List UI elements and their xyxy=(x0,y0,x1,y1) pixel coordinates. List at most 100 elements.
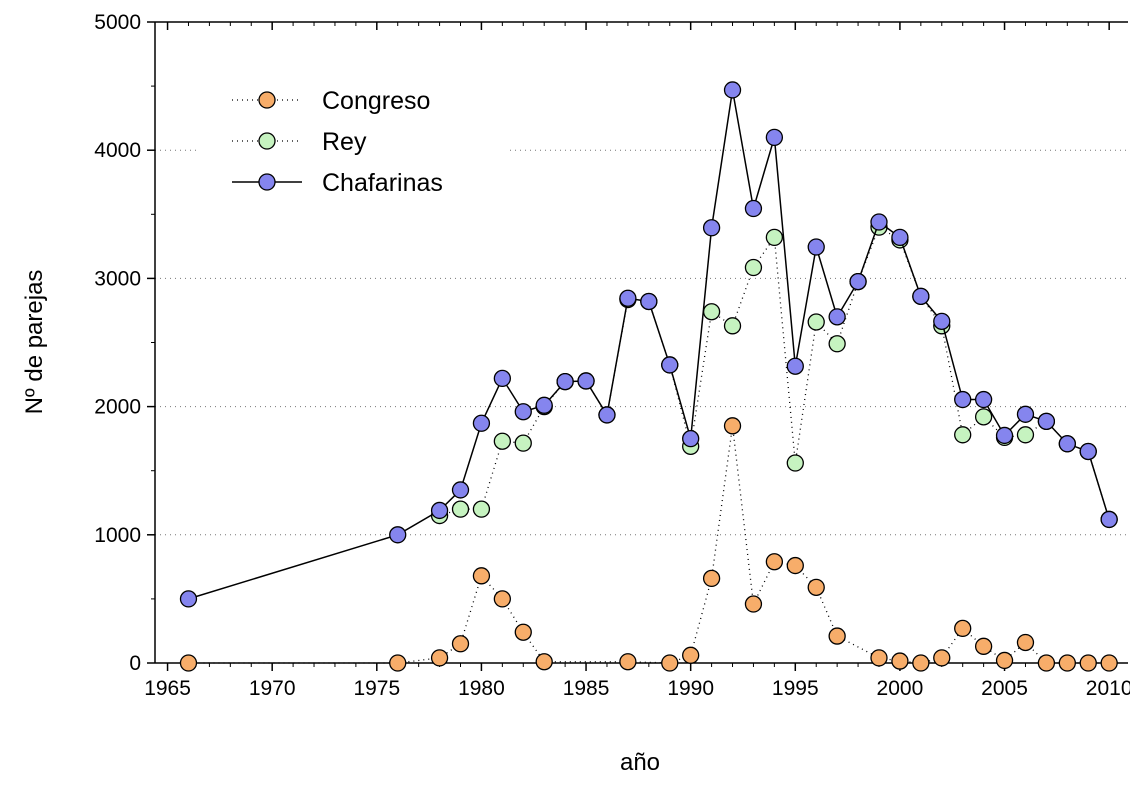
legend-label: Rey xyxy=(322,128,367,156)
data-point xyxy=(430,649,449,667)
data-point xyxy=(1079,442,1097,461)
data-point xyxy=(974,408,993,426)
data-point xyxy=(744,595,763,613)
x-tick-label: 2010 xyxy=(1086,677,1130,700)
data-point xyxy=(765,228,784,247)
x-tick-label: 1970 xyxy=(249,677,296,700)
data-point xyxy=(744,258,763,277)
data-point xyxy=(535,396,553,414)
data-point xyxy=(661,654,679,672)
data-point xyxy=(451,481,470,499)
data-point xyxy=(451,500,470,518)
data-point xyxy=(451,635,470,653)
data-point xyxy=(995,426,1014,445)
data-point xyxy=(1016,426,1035,444)
data-point xyxy=(1058,654,1076,672)
data-point xyxy=(912,654,930,672)
data-point xyxy=(807,238,825,256)
legend-label: Congreso xyxy=(322,87,430,115)
data-point xyxy=(1100,510,1118,529)
y-tick-label: 3000 xyxy=(94,267,141,290)
data-point xyxy=(744,199,763,218)
data-point xyxy=(1100,654,1118,672)
x-axis-label: año xyxy=(620,749,660,776)
data-point xyxy=(682,646,700,664)
x-tick-label: 2000 xyxy=(877,677,924,700)
data-point xyxy=(954,619,972,638)
data-point xyxy=(849,272,867,291)
data-point xyxy=(723,81,742,99)
x-tick-label: 2005 xyxy=(981,677,1028,700)
data-point xyxy=(1037,412,1056,430)
data-point xyxy=(493,369,512,388)
y-tick-label: 0 xyxy=(129,652,141,675)
y-tick-label: 4000 xyxy=(94,139,141,162)
data-point xyxy=(640,292,658,311)
data-point xyxy=(1079,654,1097,672)
data-point xyxy=(723,417,742,435)
data-point xyxy=(1016,633,1035,652)
data-point xyxy=(974,637,993,655)
data-point xyxy=(179,654,198,672)
data-point xyxy=(723,317,742,335)
data-point xyxy=(891,652,909,670)
data-point xyxy=(619,289,637,307)
legend-marker xyxy=(258,132,276,150)
data-point xyxy=(974,390,993,409)
data-point xyxy=(828,627,846,645)
data-point xyxy=(430,501,449,520)
data-point xyxy=(807,578,825,597)
data-point xyxy=(765,128,784,147)
data-point xyxy=(933,312,951,330)
x-tick-label: 1965 xyxy=(144,677,191,700)
y-tick-label: 5000 xyxy=(94,11,141,34)
x-tick-label: 1975 xyxy=(353,677,400,700)
y-axis-label: Nº de parejas xyxy=(21,270,48,415)
legend-marker xyxy=(258,173,276,191)
data-point xyxy=(933,649,951,667)
data-point xyxy=(493,432,512,450)
data-point xyxy=(619,653,637,671)
data-point xyxy=(786,357,804,375)
legend-label: Chafarinas xyxy=(322,169,443,197)
data-point xyxy=(870,213,888,231)
data-point xyxy=(954,426,972,444)
x-tick-label: 1980 xyxy=(458,677,505,700)
data-point xyxy=(870,649,888,667)
data-point xyxy=(389,654,407,672)
y-tick-label: 1000 xyxy=(94,524,141,547)
data-point xyxy=(995,651,1014,670)
y-tick-label: 2000 xyxy=(94,396,141,419)
data-point xyxy=(556,372,574,391)
data-point xyxy=(765,553,784,571)
data-point xyxy=(682,429,700,448)
data-point xyxy=(535,653,553,671)
data-point xyxy=(702,219,721,237)
data-point xyxy=(661,356,679,374)
data-point xyxy=(702,303,721,321)
x-tick-label: 1985 xyxy=(563,677,610,700)
data-point xyxy=(807,313,825,331)
data-point xyxy=(702,569,721,588)
data-point xyxy=(514,623,532,641)
data-point xyxy=(472,414,491,432)
x-tick-label: 1990 xyxy=(667,677,714,700)
data-point xyxy=(472,567,491,585)
data-point xyxy=(828,335,846,353)
data-point xyxy=(912,287,930,305)
data-point xyxy=(179,590,198,608)
legend-marker xyxy=(258,91,276,109)
data-point xyxy=(472,500,491,518)
data-point xyxy=(598,406,616,424)
data-point xyxy=(954,390,972,409)
data-point xyxy=(514,403,532,421)
data-point xyxy=(577,372,595,390)
data-point xyxy=(891,228,909,247)
data-point xyxy=(1058,435,1076,453)
data-point xyxy=(493,590,512,608)
data-point xyxy=(1037,654,1056,672)
x-tick-label: 1995 xyxy=(772,677,819,700)
data-point xyxy=(514,434,532,452)
data-point xyxy=(828,308,846,326)
